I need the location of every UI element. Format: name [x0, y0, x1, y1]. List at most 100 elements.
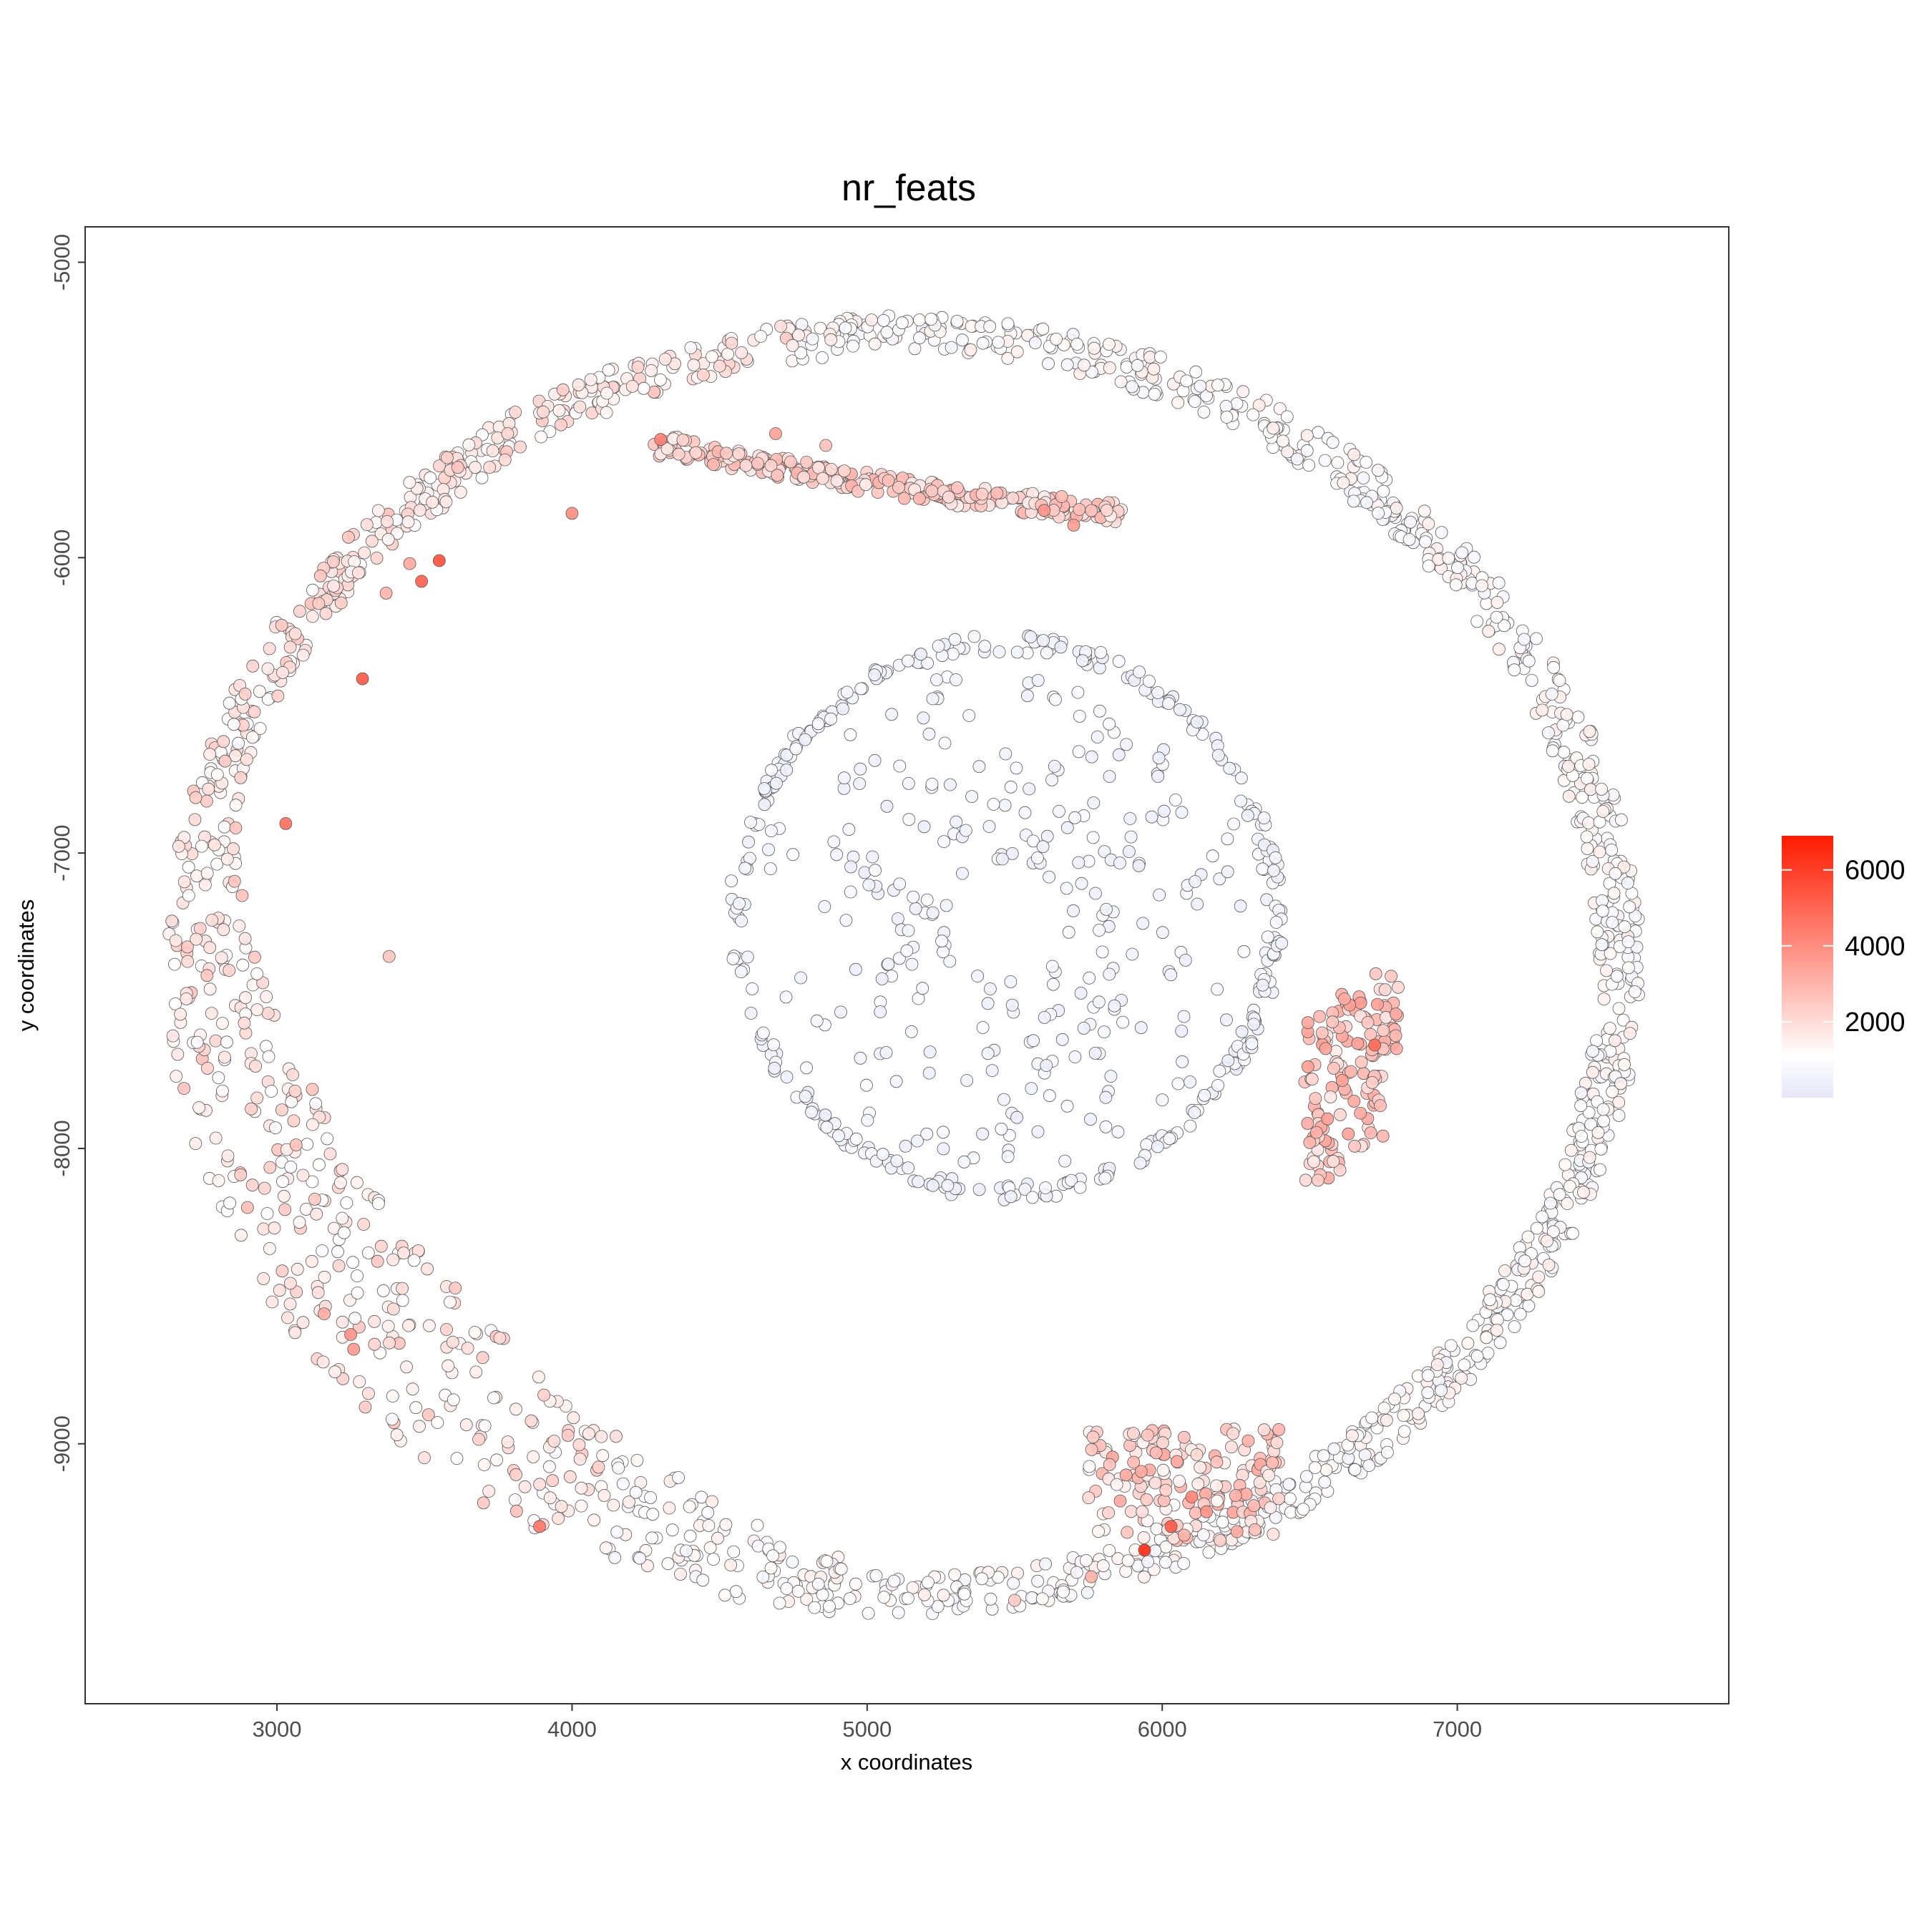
cell-point — [721, 347, 734, 361]
cell-point — [501, 1435, 514, 1448]
cell-point — [941, 1179, 955, 1192]
cell-point — [1098, 1171, 1112, 1185]
cell-point — [215, 1017, 229, 1030]
cell-point — [1575, 1130, 1588, 1143]
cell-point — [263, 1242, 276, 1255]
cell-point — [1583, 1151, 1596, 1164]
cell-point — [937, 1589, 950, 1602]
cell-point — [532, 1370, 545, 1384]
cell-point — [1198, 1088, 1211, 1102]
cell-point — [1618, 1058, 1631, 1071]
cell-point — [482, 1485, 496, 1498]
cell-point — [1508, 1320, 1521, 1333]
cell-point — [1156, 1093, 1169, 1106]
cell-point — [1348, 1463, 1362, 1476]
cell-point — [1077, 1022, 1091, 1035]
cell-point — [902, 1591, 914, 1605]
cell-point — [1546, 1225, 1560, 1239]
cell-point — [868, 668, 882, 682]
cell-point — [1054, 640, 1068, 654]
cell-point — [381, 532, 395, 546]
cell-point — [1290, 452, 1304, 466]
cell-point — [1612, 1109, 1626, 1122]
cell-point — [171, 1048, 185, 1061]
cell-point — [780, 763, 794, 776]
cell-point — [1096, 1559, 1110, 1573]
cell-point — [1491, 596, 1504, 609]
cell-point — [808, 1601, 821, 1614]
cell-point — [734, 965, 748, 978]
cell-point — [283, 1277, 297, 1290]
cell-point — [1532, 1270, 1546, 1284]
plot-panel-border — [84, 226, 1729, 1704]
cell-point — [1261, 930, 1274, 944]
cell-point — [1134, 1021, 1148, 1035]
cell-point — [925, 778, 939, 791]
cell-point — [1197, 406, 1211, 419]
cell-point — [1036, 840, 1050, 854]
cell-point — [1253, 1475, 1267, 1489]
cell-point — [227, 718, 240, 731]
cell-point — [1347, 448, 1361, 462]
cell-point — [1179, 954, 1192, 967]
cell-point — [365, 535, 379, 548]
cell-point — [1623, 1027, 1636, 1040]
cell-point — [733, 897, 746, 910]
cell-point — [661, 1557, 675, 1571]
y-tick-label: -5000 — [49, 234, 74, 291]
data-point-0-13 — [1038, 504, 1051, 517]
cell-point — [1300, 1470, 1313, 1483]
cell-point — [1126, 380, 1138, 394]
cell-point — [1004, 975, 1018, 988]
cell-point — [976, 1127, 989, 1141]
cell-point — [1376, 1129, 1390, 1143]
cell-point — [877, 1591, 891, 1604]
cell-point — [1574, 1099, 1588, 1113]
cell-point — [1111, 1125, 1125, 1138]
cell-point — [816, 472, 829, 485]
cell-point — [257, 1272, 270, 1285]
cell-point — [1148, 1476, 1162, 1490]
cell-point — [1606, 916, 1619, 929]
cell-point — [948, 633, 962, 646]
cell-point — [906, 1581, 919, 1594]
data-point-0-25 — [1008, 1594, 1021, 1607]
cell-point — [600, 1541, 613, 1555]
cell-point — [1596, 805, 1610, 818]
cell-point — [1100, 903, 1113, 916]
cell-point — [1175, 1025, 1189, 1038]
cell-point — [1126, 947, 1139, 961]
cell-point — [1361, 1016, 1375, 1029]
y-tick-label: -8000 — [49, 1120, 74, 1176]
cell-point — [1031, 1125, 1045, 1138]
cell-point — [582, 1427, 595, 1440]
cell-point — [861, 1113, 874, 1127]
cell-point — [1213, 1064, 1226, 1078]
cell-point — [1031, 1574, 1045, 1588]
legend-tick-label: 2000 — [1845, 1008, 1906, 1038]
cell-point — [1309, 1092, 1322, 1105]
cell-point — [220, 852, 234, 866]
cell-point — [1159, 1483, 1173, 1497]
cell-point — [368, 1314, 381, 1328]
data-point-0-11 — [347, 1342, 361, 1356]
y-tick-label: -6000 — [49, 530, 74, 586]
color-legend: 2000 4000 6000 — [1782, 836, 1906, 1098]
cell-point — [461, 1342, 474, 1355]
cell-point — [917, 711, 930, 725]
cell-point — [610, 1430, 623, 1443]
cell-point — [1104, 1070, 1118, 1083]
cell-point — [930, 673, 943, 686]
cell-point — [1141, 1428, 1154, 1442]
cell-point — [165, 914, 179, 928]
cell-point — [806, 332, 819, 346]
cell-point — [245, 1179, 259, 1192]
cell-point — [633, 1551, 646, 1565]
cell-point — [680, 1544, 693, 1558]
cell-point — [217, 923, 230, 937]
cell-point — [555, 418, 567, 431]
cell-point — [1086, 831, 1100, 844]
cell-point — [1614, 1077, 1628, 1091]
cell-point — [1060, 821, 1074, 834]
